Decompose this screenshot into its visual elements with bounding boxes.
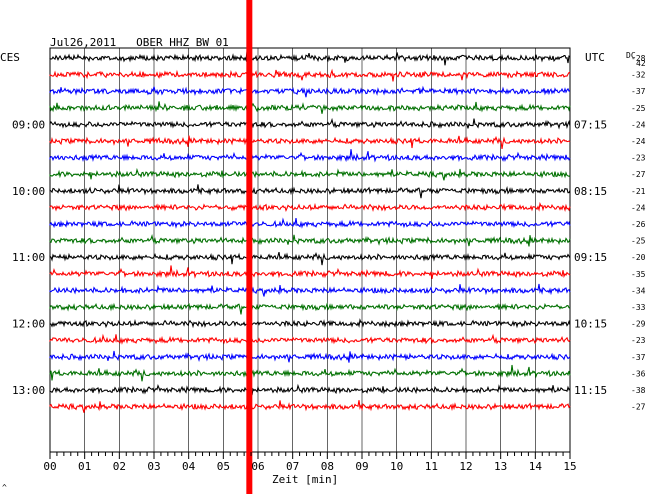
x-tick-label: 13 bbox=[494, 460, 507, 473]
right-hour-label: 09:15 bbox=[574, 251, 607, 264]
dc-offset-value: -36 bbox=[631, 369, 646, 378]
seismic-trace bbox=[49, 283, 571, 297]
grid bbox=[49, 47, 571, 453]
marker-layer bbox=[246, 0, 253, 494]
left-timezone-label: CES bbox=[0, 51, 20, 64]
traces bbox=[49, 51, 571, 413]
seismic-trace bbox=[49, 234, 571, 247]
right-timezone-label: UTC bbox=[585, 51, 605, 64]
dc-offset-value: -25 bbox=[631, 237, 646, 246]
dc-offset-value: -24 bbox=[631, 203, 646, 212]
seismic-trace bbox=[49, 333, 571, 345]
x-tick-label: 00 bbox=[43, 460, 56, 473]
seismic-trace bbox=[49, 217, 571, 229]
seismic-trace bbox=[49, 184, 571, 199]
right-hour-label: 08:15 bbox=[574, 185, 607, 198]
seismic-trace bbox=[49, 350, 571, 363]
dc-offset-value: -24 bbox=[631, 137, 646, 146]
x-tick-label: 14 bbox=[529, 460, 543, 473]
seismic-trace bbox=[49, 101, 571, 114]
dc-offset-value: -24 bbox=[631, 120, 646, 129]
dc-offset-value: -25 bbox=[631, 104, 646, 113]
seismic-trace bbox=[49, 117, 571, 130]
seismic-trace bbox=[49, 318, 571, 329]
dc-offset-value: -23 bbox=[631, 336, 646, 345]
x-tick-label: 09 bbox=[355, 460, 368, 473]
x-tick-label: 05 bbox=[217, 460, 230, 473]
x-axis-label: Zeit [min] bbox=[272, 473, 338, 486]
seismic-trace bbox=[49, 167, 571, 181]
dc-offset-value: -27 bbox=[631, 403, 646, 412]
seismic-trace bbox=[49, 302, 571, 315]
x-tick-label: 12 bbox=[459, 460, 472, 473]
x-axis: 00 01 02 03 04 05 06 07 08 09 10 11 12 13 14 15 bbox=[43, 452, 577, 473]
dc-offset-value: -37 bbox=[631, 353, 646, 362]
right-hour-label: 07:15 bbox=[574, 118, 607, 131]
x-tick-label: 04 bbox=[182, 460, 196, 473]
left-hour-label: 12:00 bbox=[12, 318, 45, 331]
chart-title: Jul26,2011 OBER HHZ BW 01 bbox=[50, 36, 229, 49]
left-hour-label: 13:00 bbox=[12, 384, 45, 397]
right-hour-labels: 07:15 08:15 09:15 10:15 11:15 bbox=[574, 118, 607, 397]
x-tick-label: 03 bbox=[147, 460, 160, 473]
x-tick-label: 10 bbox=[390, 460, 403, 473]
dc-offset-value: -27 bbox=[631, 170, 646, 179]
dc-offset-value: -28 bbox=[631, 54, 646, 63]
dc-label: DC bbox=[626, 51, 636, 60]
left-hour-label: 10:00 bbox=[12, 185, 45, 198]
seismic-trace bbox=[49, 68, 571, 82]
left-hour-labels: 09:00 10:00 11:00 12:00 13:00 bbox=[12, 118, 45, 397]
seismic-trace bbox=[49, 364, 571, 382]
dc-offset-value: -20 bbox=[631, 253, 646, 262]
x-tick-label: 06 bbox=[251, 460, 264, 473]
x-tick-label: 15 bbox=[563, 460, 576, 473]
x-tick-label: 02 bbox=[113, 460, 126, 473]
x-tick-label: 01 bbox=[78, 460, 91, 473]
dc-offset-value: -23 bbox=[631, 154, 646, 163]
right-hour-label: 10:15 bbox=[574, 318, 607, 331]
seismic-trace bbox=[49, 251, 571, 266]
dc-offset-value: -35 bbox=[631, 270, 646, 279]
dc-offset-value: -21 bbox=[631, 187, 646, 196]
seismic-trace bbox=[49, 265, 571, 279]
plot-frame bbox=[49, 47, 571, 453]
x-tick-label: 08 bbox=[321, 460, 334, 473]
seismic-trace bbox=[49, 201, 571, 212]
time-marker-line bbox=[246, 0, 253, 494]
dc-offset-values: -28 -32 -37 -25 -24 -24 -23 -27 -21 -24 -26 -25 -20 -… bbox=[631, 54, 646, 412]
seismic-trace bbox=[49, 51, 571, 66]
dc-offset-value: -37 bbox=[631, 87, 646, 96]
dc-offset-value: -33 bbox=[631, 303, 646, 312]
seismic-trace bbox=[49, 149, 571, 163]
dc-superscript: 42 bbox=[636, 59, 646, 68]
seismic-trace bbox=[49, 383, 571, 396]
dc-offset-value: -32 bbox=[631, 71, 646, 80]
seismic-trace bbox=[49, 85, 571, 98]
x-tick-label: 11 bbox=[425, 460, 438, 473]
left-hour-label: 09:00 bbox=[12, 118, 45, 131]
seismic-trace bbox=[49, 400, 571, 413]
corner-mark: ^ bbox=[2, 483, 7, 492]
seismic-trace bbox=[49, 135, 571, 149]
right-hour-label: 11:15 bbox=[574, 384, 607, 397]
left-hour-label: 11:00 bbox=[12, 251, 45, 264]
x-tick-label: 07 bbox=[286, 460, 299, 473]
dc-offset-value: -26 bbox=[631, 220, 646, 229]
dc-offset-value: -34 bbox=[631, 286, 646, 295]
dc-offset-value: -38 bbox=[631, 386, 646, 395]
dc-offset-value: -29 bbox=[631, 320, 646, 329]
